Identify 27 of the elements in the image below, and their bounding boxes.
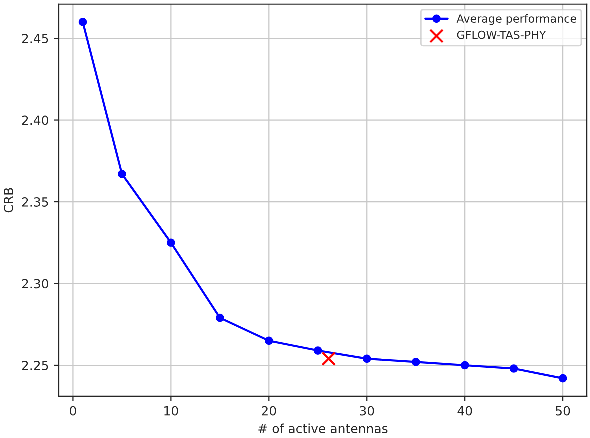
point (264, 336, 274, 346)
x-tick-label: 30 (360, 406, 374, 416)
x-axis-title: # of active antennas (258, 424, 388, 434)
point (167, 238, 176, 248)
point (78, 18, 88, 26)
y-tick-label: 2.45 (22, 34, 48, 44)
point (314, 346, 322, 355)
legend-label: GFLOW-TAS-PHY (457, 30, 546, 40)
x-tick-label: 20 (262, 406, 276, 416)
x-tick-label: 50 (556, 406, 570, 416)
point (322, 352, 336, 366)
y-axis-title: CRB (4, 188, 14, 213)
point (412, 358, 420, 366)
y-tick-label: 2.35 (22, 197, 48, 207)
point (216, 314, 224, 322)
point (510, 364, 518, 373)
x-tick-label: 0 (70, 406, 76, 416)
y-tick-label: 2.40 (22, 116, 48, 126)
point (558, 374, 568, 383)
legend-label: Average performance (456, 14, 576, 26)
y-tick-label: 2.25 (22, 360, 48, 370)
x-tick-label: 10 (164, 406, 178, 416)
point (362, 354, 372, 364)
point (118, 170, 126, 178)
x-tick-label: 40 (458, 406, 472, 416)
y-tick-label: 2.30 (22, 279, 48, 289)
point (460, 361, 470, 370)
